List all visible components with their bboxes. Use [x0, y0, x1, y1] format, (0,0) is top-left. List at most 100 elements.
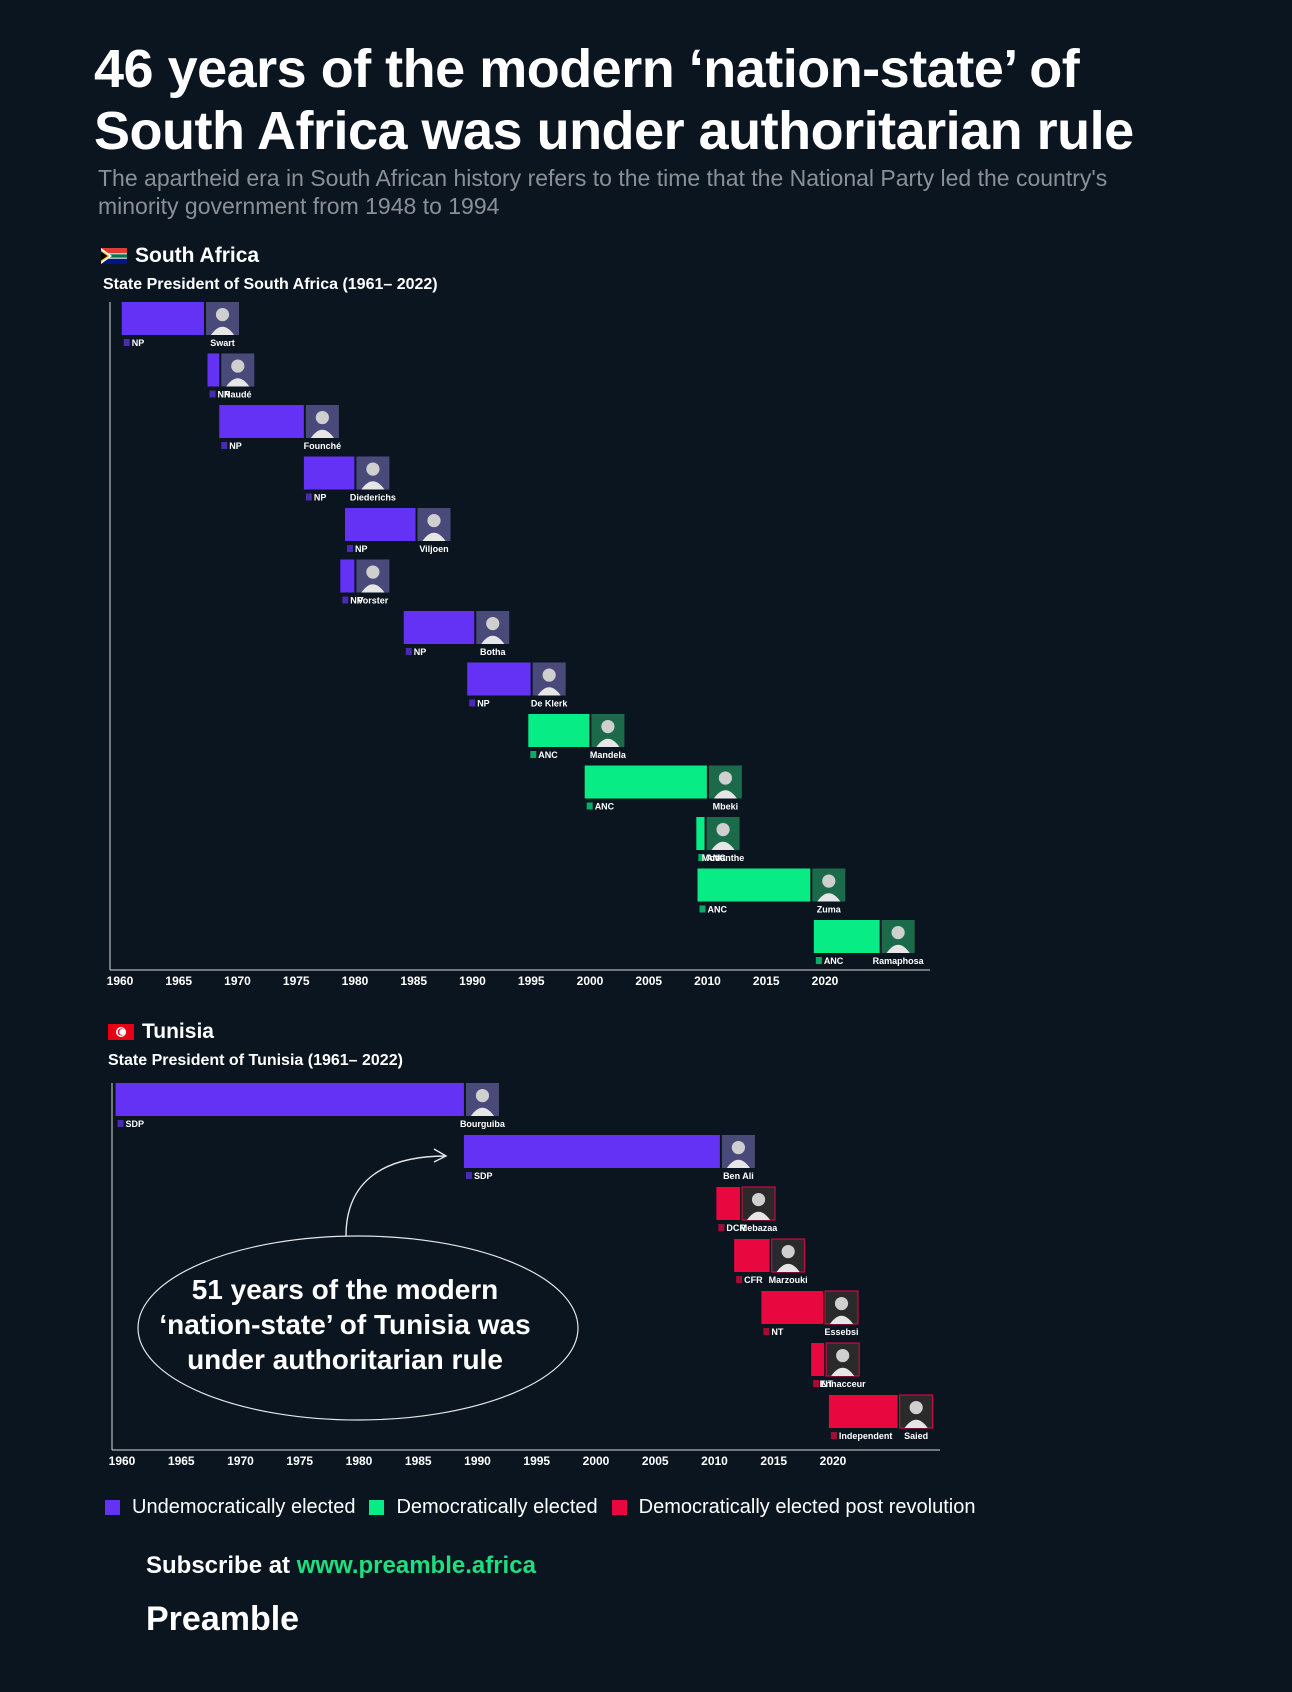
- x-tick-label: 1970: [224, 974, 251, 988]
- bar: [696, 817, 705, 850]
- bar: [697, 868, 811, 902]
- bar: [828, 1395, 898, 1428]
- x-tick-label: 2010: [694, 974, 721, 988]
- president-name-label: Swart: [210, 338, 235, 348]
- subscribe-line: Subscribe at www.preamble.africa: [146, 1552, 536, 1579]
- bar: [463, 1135, 720, 1168]
- portrait-body: [726, 1159, 750, 1168]
- x-tick-label: 1990: [464, 1454, 491, 1468]
- brand-logo-text: Preamble: [146, 1600, 300, 1638]
- party-label: ANC: [538, 750, 558, 760]
- south-africa-flag-icon: [101, 248, 127, 264]
- bar: [303, 456, 355, 490]
- bar-group-viljoen: NP Viljoen: [345, 508, 451, 554]
- party-logo-icon: [123, 339, 130, 346]
- president-name-label: Botha: [480, 647, 506, 657]
- portrait-head: [751, 1192, 766, 1207]
- president-name-label: Zuma: [817, 905, 842, 915]
- portrait-head: [427, 513, 441, 528]
- bar-group-de-klerk: NP De Klerk: [467, 662, 568, 709]
- portrait-body: [747, 1211, 771, 1220]
- bar-group-saied: Independent Saied: [828, 1394, 934, 1441]
- x-tick-label: 1965: [168, 1454, 195, 1468]
- party-logo-icon: [405, 648, 412, 655]
- president-name-label: Vorster: [357, 596, 388, 606]
- portrait-body: [776, 1263, 800, 1272]
- portrait-body: [713, 790, 737, 799]
- subscribe-link[interactable]: www.preamble.africa: [296, 1552, 536, 1579]
- x-tick-label: 1975: [283, 974, 310, 988]
- bar: [121, 302, 204, 335]
- party-logo-icon: [586, 802, 593, 810]
- x-tick-label: 2015: [753, 974, 780, 988]
- portrait-body: [537, 687, 561, 696]
- party-logo-icon: [465, 1172, 472, 1179]
- x-tick-label: 2015: [760, 1454, 787, 1468]
- party-logo-icon: [698, 854, 705, 861]
- tunisia-flag-icon: [108, 1024, 134, 1040]
- bar-group-essebsi: NT Essebsi: [761, 1290, 859, 1337]
- party-logo-icon: [117, 1120, 124, 1127]
- x-tick-label: 2020: [820, 1454, 847, 1468]
- tunisia-annotation: 51 years of the modern ‘nation-state’ of…: [159, 1274, 531, 1375]
- bar-group-botha: NP Botha: [403, 611, 510, 657]
- portrait-head: [542, 668, 556, 682]
- portrait-head: [475, 1088, 490, 1103]
- bar-group-mandela: ANC Mandela: [528, 714, 627, 760]
- legend-item-post-revolution: Democratically elected post revolution: [611, 1496, 975, 1519]
- x-tick-label: 2005: [635, 974, 662, 988]
- bar: [345, 508, 416, 541]
- party-label: NP: [132, 338, 145, 348]
- portrait-head: [315, 410, 329, 425]
- country-heading-south-africa: South Africa: [101, 244, 259, 268]
- portrait-body: [711, 841, 735, 850]
- party-label: DCR: [726, 1223, 746, 1233]
- portrait-head: [366, 565, 380, 579]
- president-name-label: Ennacceur: [820, 1379, 867, 1389]
- party-label: ANC: [708, 905, 728, 915]
- portrait-body: [422, 532, 446, 541]
- legend: Undemocratically elected Democratically …: [105, 1496, 989, 1519]
- x-tick-label: 2010: [701, 1454, 728, 1468]
- party-label: SDP: [126, 1119, 145, 1129]
- party-logo-icon: [530, 751, 537, 758]
- president-name-label: Bourguiba: [460, 1119, 506, 1129]
- portrait-head: [215, 307, 230, 322]
- portrait-head: [836, 1348, 850, 1363]
- party-logo-icon: [718, 1224, 725, 1231]
- party-label: Independent: [839, 1431, 893, 1441]
- bar: [811, 1343, 825, 1376]
- chart-title-south-africa: State President of South Africa (1961– 2…: [103, 276, 438, 293]
- page-subtitle: The apartheid era in South African histo…: [98, 165, 1108, 219]
- president-name-label: Mandela: [590, 750, 627, 760]
- portrait-body: [829, 1315, 854, 1324]
- president-name-label: Mbeki: [713, 802, 739, 812]
- portrait-head: [781, 1244, 795, 1259]
- x-tick-label: 1960: [107, 974, 134, 988]
- portrait-body: [361, 584, 385, 593]
- x-tick-label: 2000: [577, 974, 604, 988]
- bar-group-bourguiba: SDP Bourguiba: [115, 1083, 506, 1129]
- bar-group-diederichs: NP Diederichs: [303, 456, 396, 503]
- party-label: ANC: [824, 956, 844, 966]
- x-tick-label: 2005: [642, 1454, 669, 1468]
- party-label: ANC: [595, 802, 615, 812]
- portrait-head: [822, 874, 836, 888]
- x-tick-label: 1980: [346, 1454, 373, 1468]
- president-name-label: Mebazaa: [740, 1223, 779, 1233]
- president-name-label: Essebsi: [824, 1327, 858, 1337]
- bar: [584, 765, 707, 799]
- legend-swatch: [611, 1500, 627, 1515]
- chart-title-tunisia: State President of Tunisia (1961– 2022): [108, 1052, 403, 1069]
- party-logo-icon: [813, 1380, 820, 1387]
- x-tick-label: 1985: [400, 974, 427, 988]
- president-name-label: Diederichs: [350, 493, 396, 503]
- portrait-body: [481, 635, 505, 644]
- portrait-head: [909, 1400, 923, 1415]
- x-tick-label: 1990: [459, 974, 486, 988]
- bar-group-founch-: NP Founché: [219, 405, 341, 451]
- party-label: CFR: [744, 1275, 763, 1285]
- x-tick-label: 1985: [405, 1454, 432, 1468]
